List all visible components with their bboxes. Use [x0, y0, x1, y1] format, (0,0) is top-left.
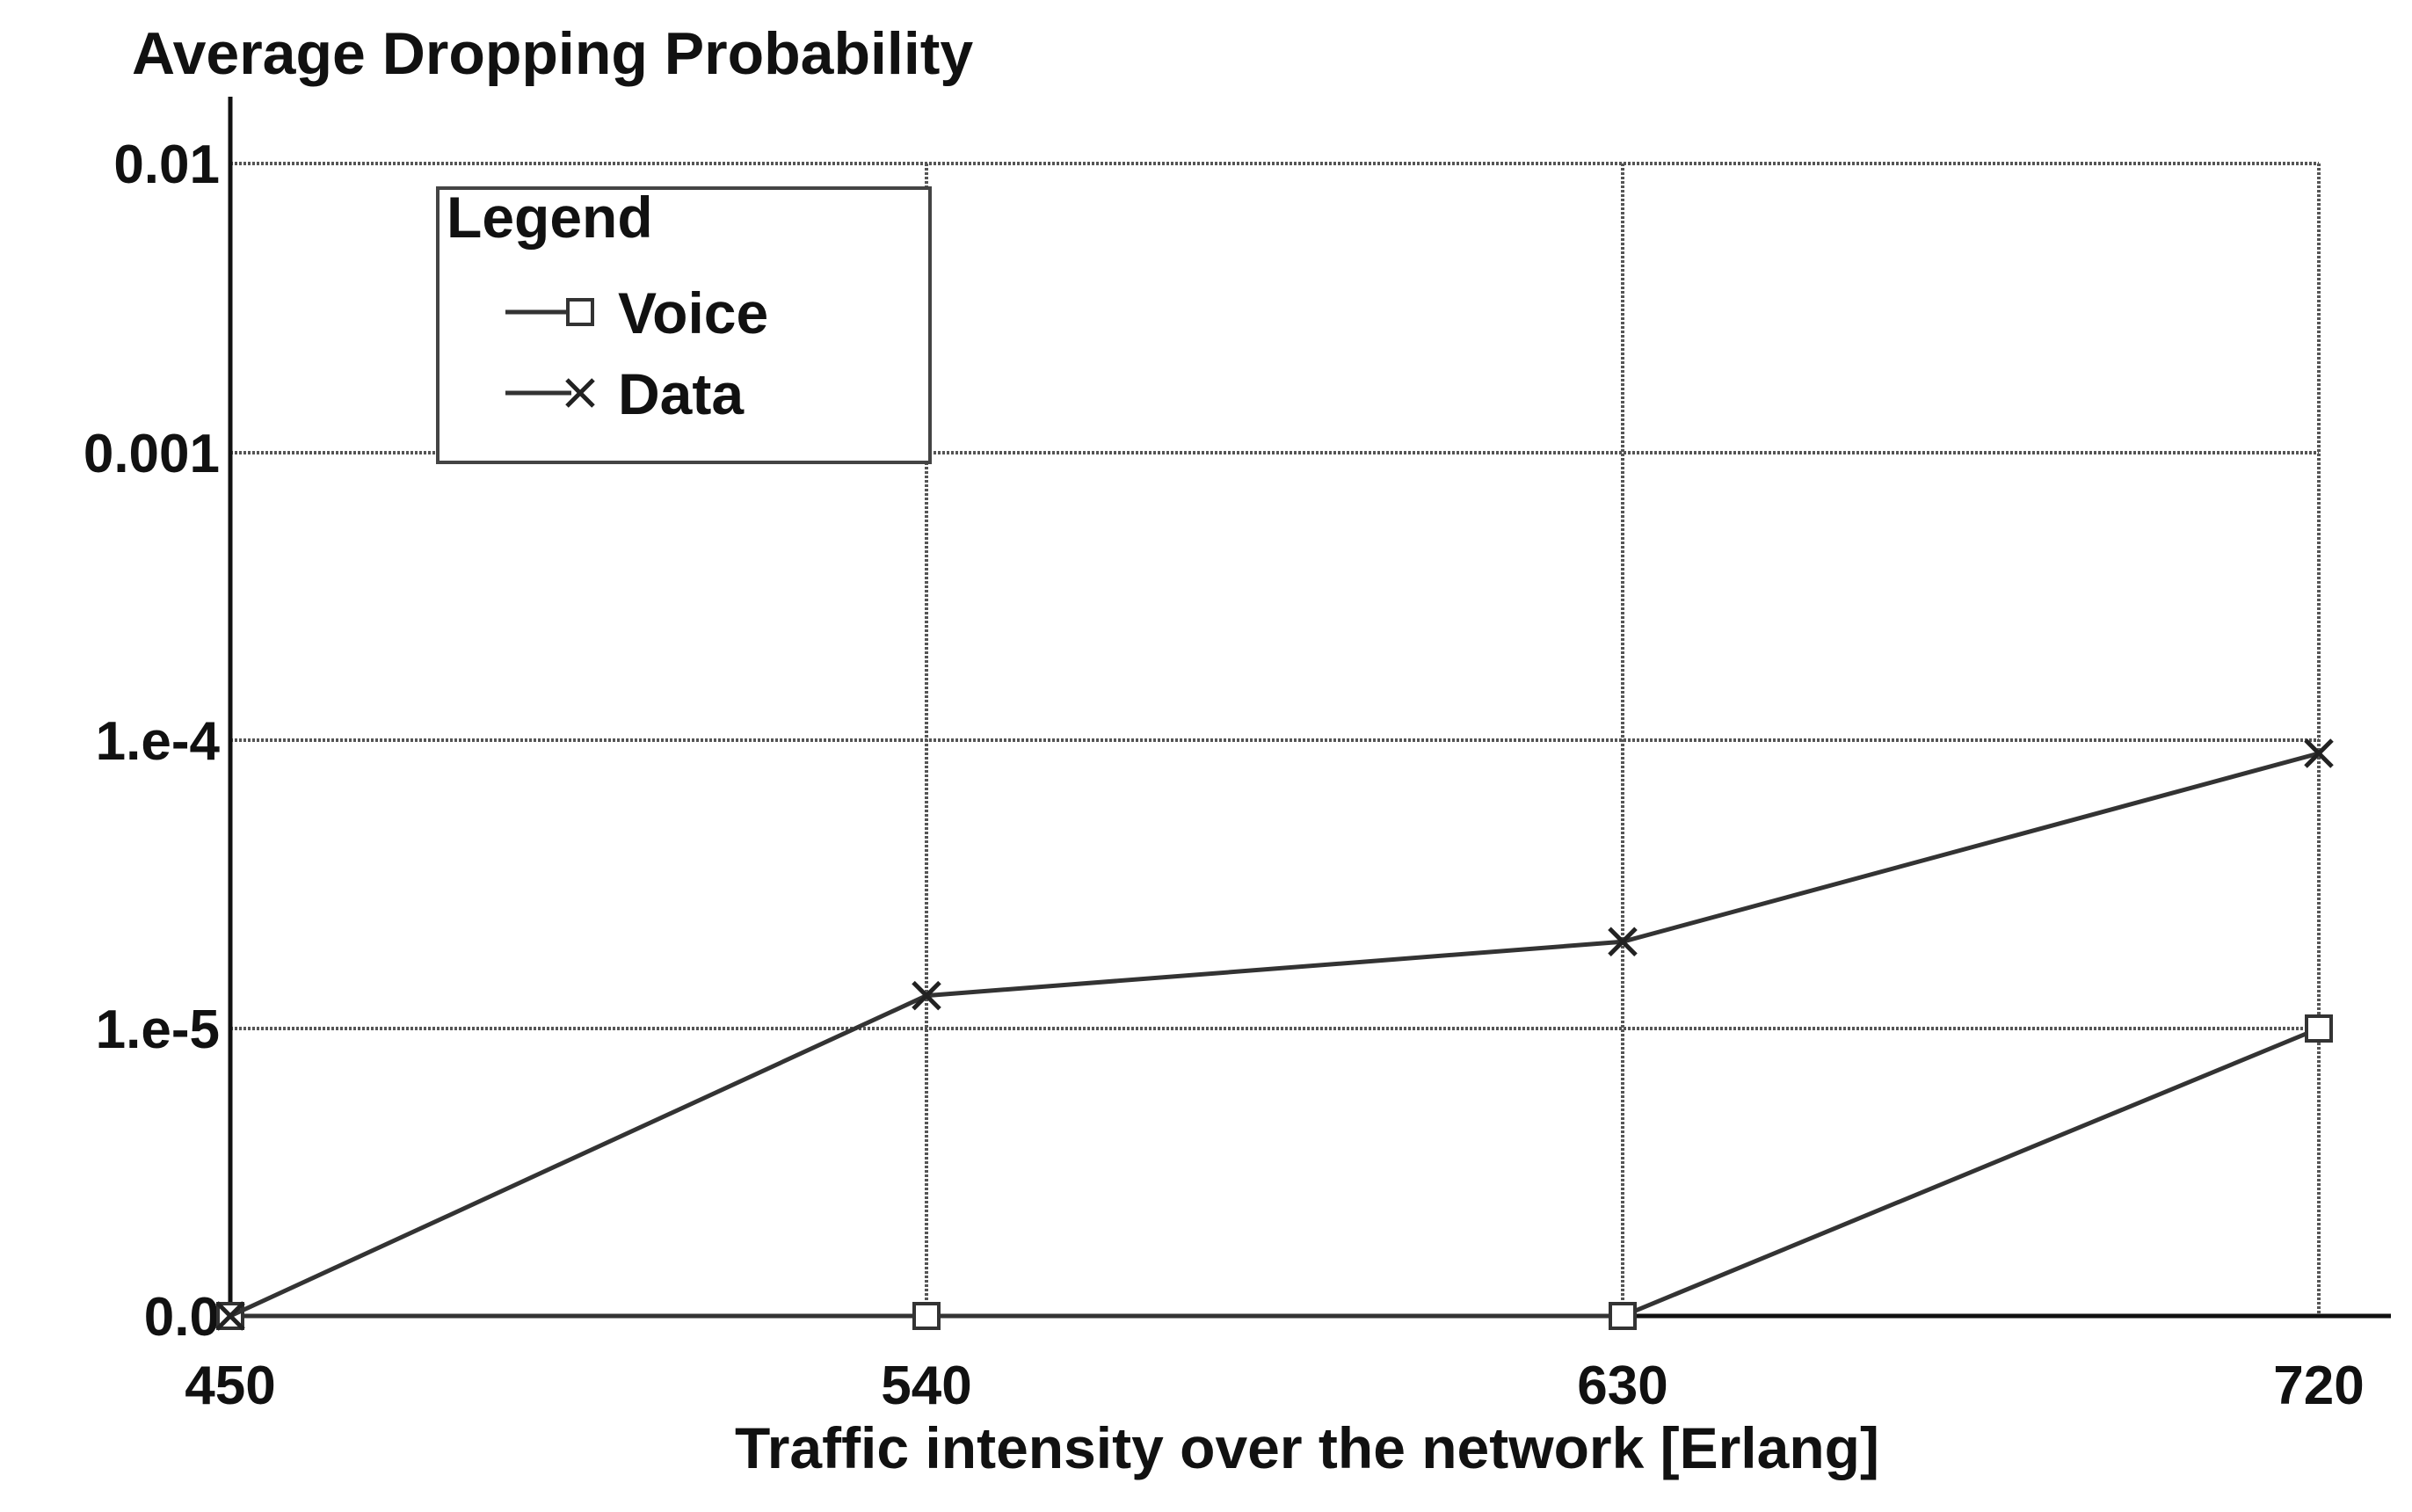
x-marker-stroke [215, 1301, 245, 1331]
legend-box [436, 186, 932, 464]
x-tick-label: 630 [1577, 1356, 1667, 1416]
series [215, 738, 2334, 1331]
data-point-data [215, 1301, 245, 1331]
x-tick-label: 720 [2273, 1356, 2364, 1416]
data-point-data [912, 980, 941, 1011]
y-tick-label: 0.0 [144, 1287, 220, 1348]
data-point-voice [912, 1302, 941, 1330]
data-point-data [1608, 927, 1638, 957]
data-point-voice [2305, 1014, 2333, 1043]
y-tick-label: 0.001 [84, 424, 220, 484]
legend-title: Legend [447, 185, 653, 250]
y-tick-label: 1.e-4 [96, 711, 221, 772]
chart-title: Average Dropping Probability [132, 20, 973, 87]
legend-label-data: Data [618, 361, 745, 426]
legend-label-voice: Voice [618, 280, 768, 345]
x-marker-stroke [565, 378, 595, 408]
legend-marker-data [565, 378, 595, 408]
y-tick-label: 0.01 [113, 134, 220, 195]
series-line-data [229, 751, 2320, 1319]
data-point-data [2304, 738, 2334, 768]
series-line-voice [230, 1026, 2320, 1319]
x-marker-stroke [1608, 927, 1638, 957]
legend: Legend Voice Data [436, 185, 932, 464]
data-point-voice [1609, 1302, 1637, 1330]
tick-labels: 0.0 1.e-5 1.e-4 0.001 0.01 450 540 630 720 [84, 134, 2365, 1416]
x-tick-label: 450 [185, 1356, 275, 1416]
legend-marker-voice [566, 298, 594, 326]
x-axis-label: Traffic intensity over the network [Erla… [735, 1415, 1879, 1480]
y-tick-label: 1.e-5 [96, 1000, 220, 1060]
legend-entries: Voice Data [505, 280, 768, 426]
x-marker-stroke [2304, 738, 2334, 768]
x-tick-label: 540 [881, 1356, 971, 1416]
x-marker-stroke [912, 980, 941, 1011]
